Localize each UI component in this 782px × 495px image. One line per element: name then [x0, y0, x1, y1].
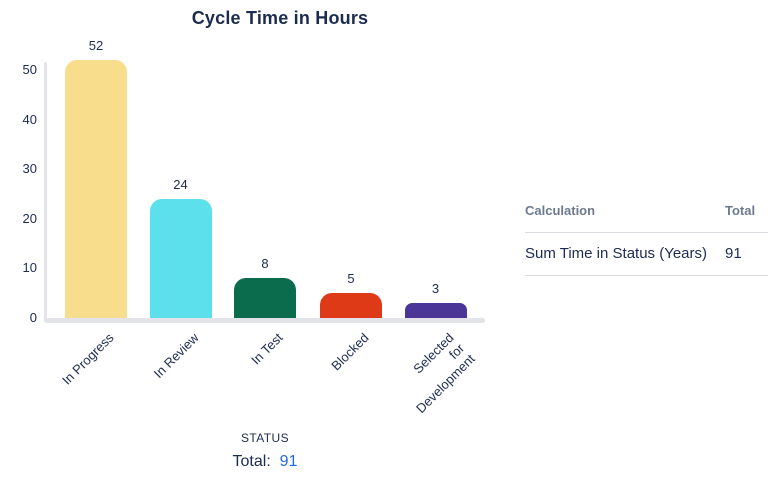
y-tick-40: 40	[22, 111, 37, 127]
x-axis-line	[44, 318, 485, 323]
y-tick-10: 10	[22, 260, 37, 276]
cycle-time-chart: Cycle Time in Hours 0 10 20 30 40 50 52 24 8 5 3 …	[0, 8, 530, 471]
column-header-total: Total	[725, 203, 768, 233]
table-row: Sum Time in Status (Years) 91	[525, 232, 768, 276]
chart-title: Cycle Time in Hours	[191, 8, 369, 28]
x-axis-title: STATUS	[241, 431, 289, 445]
bar-in-progress[interactable]	[65, 60, 127, 318]
bar-selected-for-development[interactable]	[404, 303, 467, 318]
y-tick-0: 0	[29, 310, 37, 325]
total-label: Total:	[232, 453, 271, 470]
calculation-cell: Sum Time in Status (Years)	[525, 232, 725, 276]
bar-in-review[interactable]	[149, 198, 212, 318]
bar-value-in-test: 8	[261, 256, 269, 272]
bar-value-blocked: 5	[347, 271, 355, 287]
total-cell: 91	[725, 232, 768, 276]
y-tick-50: 50	[22, 62, 37, 77]
column-header-calculation: Calculation	[525, 203, 725, 233]
table-header-row: Calculation Total	[525, 203, 768, 233]
bar-blocked[interactable]	[320, 293, 382, 318]
bar-value-selected-for-development: 3	[431, 281, 440, 297]
y-tick-30: 30	[22, 161, 37, 177]
chart-total: Total: 91	[0, 453, 530, 471]
total-value: 91	[279, 453, 298, 470]
bar-value-in-progress: 52	[88, 38, 104, 54]
y-axis-line	[44, 62, 47, 321]
bar-in-test[interactable]	[234, 278, 296, 318]
calculation-table: Calculation Total Sum Time in Status (Ye…	[525, 203, 768, 276]
bar-value-in-review: 24	[173, 176, 188, 192]
y-tick-20: 20	[22, 210, 37, 226]
